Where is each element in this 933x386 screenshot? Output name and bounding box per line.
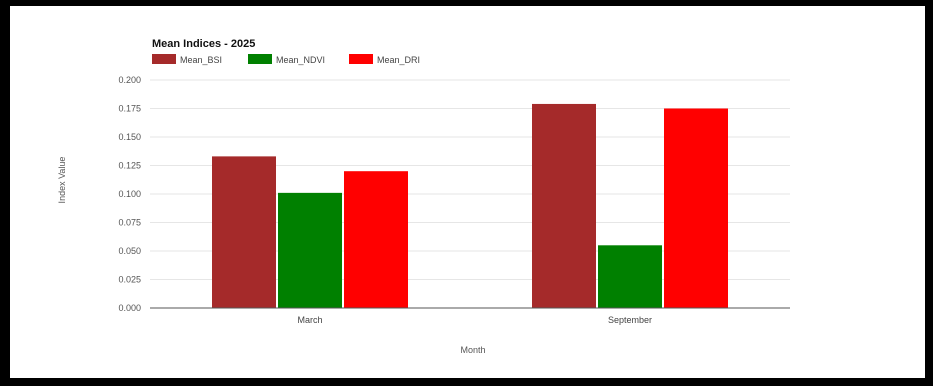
y-tick-label: 0.075 <box>118 218 141 228</box>
legend: Mean_BSI Mean_NDVI Mean_DRI <box>152 54 420 65</box>
y-tick-label: 0.100 <box>118 189 141 199</box>
legend-label-mean-ndvi: Mean_NDVI <box>276 55 325 65</box>
y-tick-label: 0.050 <box>118 246 141 256</box>
legend-label-mean-bsi: Mean_BSI <box>180 55 222 65</box>
legend-swatch-mean-ndvi <box>248 54 272 64</box>
x-category-label: March <box>297 315 322 325</box>
legend-label-mean-dri: Mean_DRI <box>377 55 420 65</box>
legend-swatch-mean-dri <box>349 54 373 64</box>
legend-swatch-mean-bsi <box>152 54 176 64</box>
y-tick-label: 0.000 <box>118 303 141 313</box>
y-tick-label: 0.125 <box>118 161 141 171</box>
bar-mean-bsi-september <box>532 103 596 308</box>
bars <box>212 103 728 308</box>
x-category-label: September <box>608 315 652 325</box>
y-tick-label: 0.175 <box>118 104 141 114</box>
y-tick-label: 0.025 <box>118 275 141 285</box>
bar-mean-dri-march <box>344 171 408 308</box>
y-axis-ticks: 0.000 0.025 0.050 0.075 0.100 0.125 0.150 0.175… <box>118 75 141 313</box>
chart-title: Mean Indices - 2025 <box>152 38 255 50</box>
y-tick-label: 0.200 <box>118 75 141 85</box>
bar-mean-ndvi-september <box>598 245 662 308</box>
bar-mean-ndvi-march <box>278 192 342 308</box>
y-tick-label: 0.150 <box>118 132 141 142</box>
bar-mean-bsi-march <box>212 156 276 308</box>
x-axis-title: Month <box>460 345 485 355</box>
x-axis-categories: March September <box>297 315 652 325</box>
bar-mean-dri-september <box>664 108 728 308</box>
y-axis-title: Index Value <box>57 157 67 204</box>
